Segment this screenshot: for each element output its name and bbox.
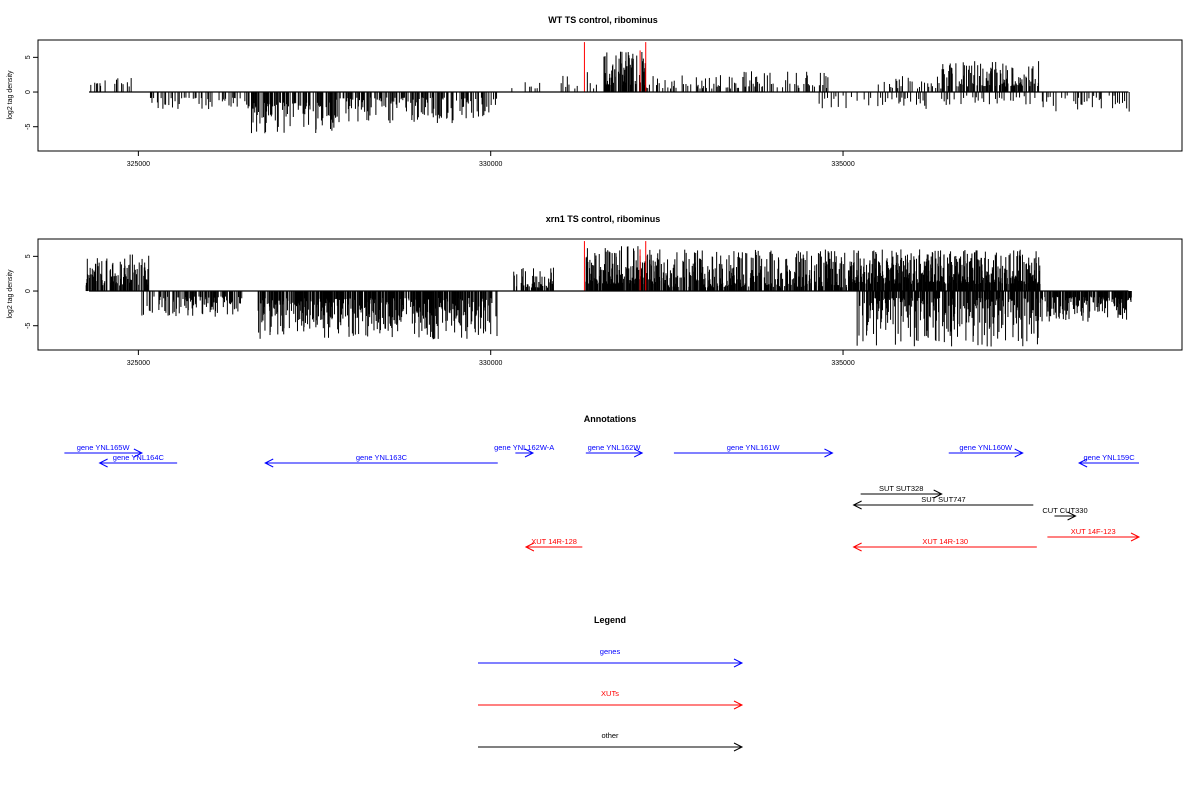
annotation-label: gene YNL163C [356, 453, 408, 462]
arrowhead [1077, 458, 1088, 468]
y-tick-label: 5 [25, 55, 32, 59]
arrowhead [264, 458, 274, 468]
y-tick-label: -5 [25, 124, 32, 130]
arrowhead [524, 448, 535, 458]
arrowhead [933, 489, 943, 499]
wt-track-panel: WT TS control, ribominus log2 tag densit… [7, 15, 1183, 168]
x-tick-label: 335000 [831, 360, 854, 367]
annotation-label: gene YNL160W [959, 443, 1013, 452]
legend-item-other: other [478, 731, 744, 752]
arrowhead [824, 448, 834, 458]
annotation-gene: gene YNL162W [585, 443, 644, 458]
annotation-label: gene YNL159C [1083, 453, 1135, 462]
wt-density-bars [90, 51, 1130, 134]
y-tick-label: 0 [25, 289, 32, 293]
x-tick-label: 330000 [479, 161, 502, 168]
legend-label: XUTs [601, 689, 619, 698]
wt-track-title: WT TS control, ribominus [548, 15, 658, 25]
xrn1-highlight-bars [583, 241, 647, 292]
annotation-gene: gene YNL161W [673, 443, 834, 458]
xrn1-axis-ticks: 325000 330000 335000 -5 0 5 [25, 254, 855, 367]
arrowhead [733, 700, 744, 710]
x-tick-label: 325000 [127, 360, 150, 367]
annotations-title: Annotations [584, 414, 637, 424]
xrn1-track-title: xrn1 TS control, ribominus [546, 214, 661, 224]
annotation-other: SUT SUT328 [860, 484, 943, 499]
annotation-gene: gene YNL162W-A [494, 443, 554, 458]
arrowhead [1067, 511, 1077, 521]
wt-axis-ticks: 325000 330000 335000 -5 0 5 [25, 55, 855, 168]
annotation-label: XUT 14R-130 [922, 537, 968, 546]
legend-panel: Legend genes XUTs other [478, 615, 744, 752]
x-tick-label: 335000 [831, 161, 854, 168]
arrowhead [633, 448, 644, 458]
legend-item-genes: genes [478, 647, 744, 668]
arrowhead [98, 458, 108, 468]
annotation-gene: gene YNL159C [1077, 453, 1139, 468]
arrowhead [733, 658, 744, 668]
x-tick-label: 330000 [479, 360, 502, 367]
legend-items: genes XUTs other [478, 647, 744, 752]
annotation-gene: gene YNL165W [64, 443, 144, 458]
annotation-label: gene YNL161W [727, 443, 781, 452]
arrowhead [1014, 448, 1024, 458]
wt-highlight-bars [583, 42, 647, 93]
arrowhead [733, 742, 744, 752]
arrowhead [852, 500, 862, 510]
arrowhead [1130, 532, 1141, 542]
wt-y-axis-label: log2 tag density [7, 70, 14, 120]
annotation-label: CUT CUT330 [1042, 506, 1087, 515]
annotation-other: SUT SUT747 [852, 495, 1034, 510]
annotation-label: gene YNL165W [77, 443, 131, 452]
y-tick-label: 0 [25, 90, 32, 94]
annotation-label: gene YNL162W [588, 443, 642, 452]
annotation-label: gene YNL164C [113, 453, 165, 462]
legend-item-xuts: XUTs [478, 689, 744, 710]
legend-label: other [601, 731, 619, 740]
y-tick-label: -5 [25, 323, 32, 329]
xrn1-y-axis-label: log2 tag density [7, 269, 14, 319]
annotation-xut: XUT 14F-123 [1047, 527, 1141, 542]
xrn1-plot-frame [37, 238, 1183, 351]
annotation-label: SUT SUT747 [921, 495, 965, 504]
annotation-label: XUT 14F-123 [1071, 527, 1116, 536]
annotation-xut: XUT 14R-130 [852, 537, 1037, 552]
arrowhead [133, 448, 144, 458]
x-tick-label: 325000 [127, 161, 150, 168]
annotation-label: SUT SUT328 [879, 484, 923, 493]
wt-plot-frame [37, 39, 1183, 152]
arrowhead [852, 542, 862, 552]
annotation-gene: gene YNL164C [98, 453, 178, 468]
xrn1-track-panel: xrn1 TS control, ribominus log2 tag dens… [7, 214, 1183, 367]
annotation-gene: gene YNL160W [948, 443, 1024, 458]
annotation-label: gene YNL162W-A [494, 443, 554, 452]
legend-title: Legend [594, 615, 626, 625]
arrowhead [524, 542, 535, 552]
annotation-gene: gene YNL163C [264, 453, 498, 468]
annotation-other: CUT CUT330 [1042, 506, 1088, 521]
annotation-label: XUT 14R-128 [531, 537, 577, 546]
legend-label: genes [600, 647, 621, 656]
xrn1-density-bars [85, 246, 1132, 347]
y-tick-label: 5 [25, 254, 32, 258]
annotation-xut: XUT 14R-128 [524, 537, 583, 552]
